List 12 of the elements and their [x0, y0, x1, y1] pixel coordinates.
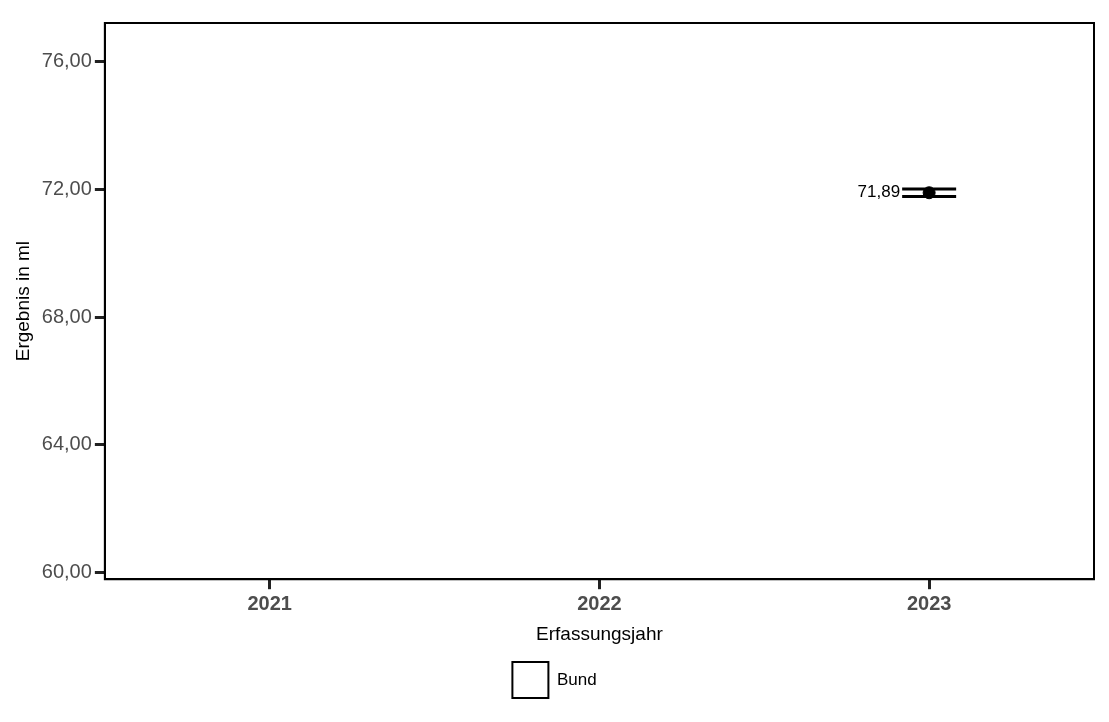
y-tick-label: 76,00	[41, 48, 92, 71]
y-tick-label: 64,00	[41, 432, 92, 455]
y-tick-label: 68,00	[41, 304, 92, 327]
y-axis-title: Ergebnis in ml	[11, 240, 33, 362]
x-axis-title: Erfassungsjahr	[536, 622, 664, 644]
x-tick-label: 2023	[906, 591, 952, 614]
y-tick-label: 60,00	[41, 560, 92, 583]
x-tick-label: 2021	[247, 591, 292, 614]
y-tick-label: 72,00	[41, 176, 92, 199]
legend-label: Bund	[556, 669, 597, 689]
x-tick-label: 2022	[577, 591, 622, 614]
data-label: 71,89	[857, 182, 901, 202]
